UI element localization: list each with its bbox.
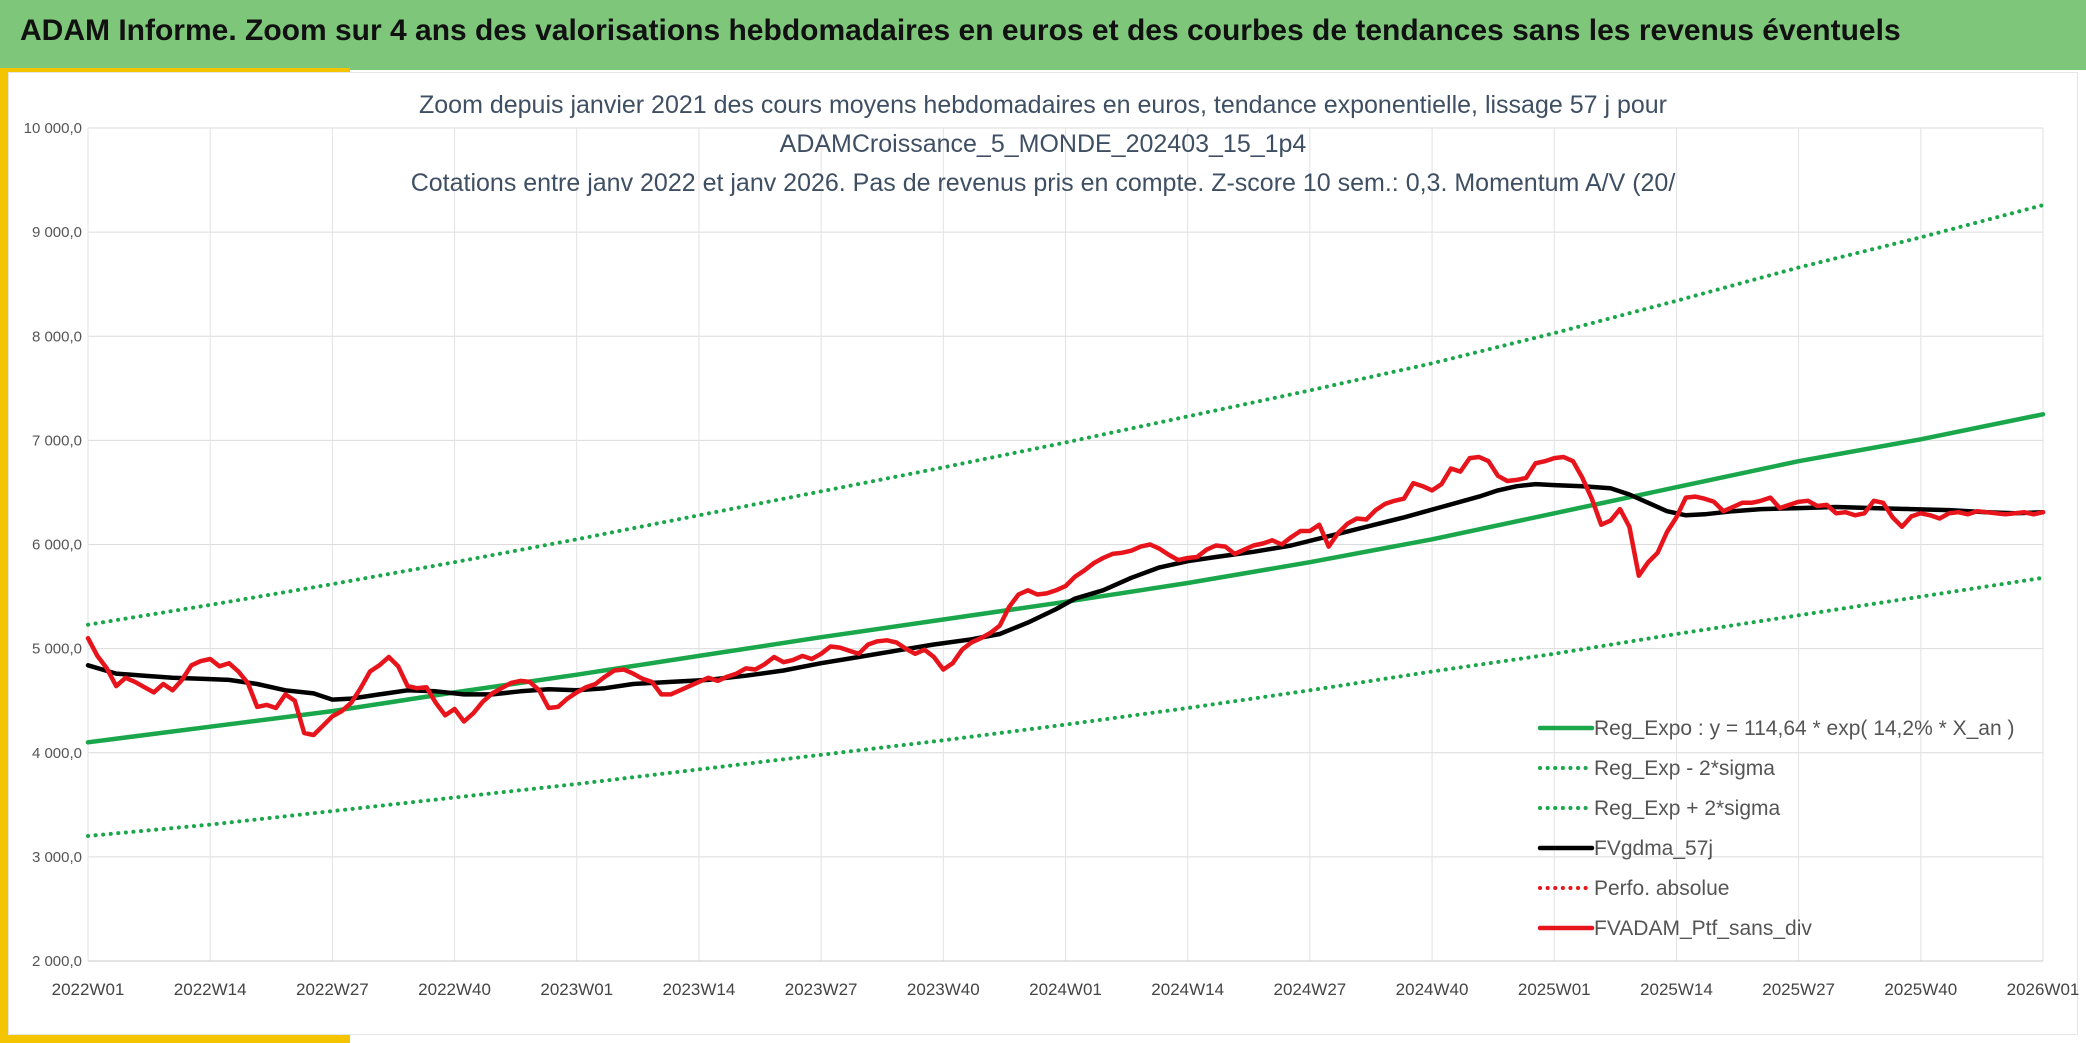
- chart-title-line-3: Cotations entre janv 2022 et janv 2026. …: [410, 169, 1676, 197]
- accent-bar-left: [0, 70, 8, 1043]
- x-tick-label: 2024W01: [1029, 980, 1102, 999]
- chart-legend: Reg_Expo : y = 114,64 * exp( 14,2% * X_a…: [1537, 717, 2014, 940]
- accent-bar-top: [0, 68, 350, 73]
- header-banner: ADAM Informe. Zoom sur 4 ans des valoris…: [0, 0, 2086, 70]
- series-line-reg-exp-2-sigma: [86, 575, 2045, 838]
- y-tick-label: 2 000,0: [32, 953, 82, 970]
- x-tick-label: 2022W27: [296, 980, 369, 999]
- series-line-fvgdma-57j: [85, 481, 2046, 702]
- x-tick-label: 2022W01: [52, 980, 125, 999]
- legend-label: FVgdma_57j: [1594, 837, 1713, 860]
- x-tick-label: 2023W27: [785, 980, 858, 999]
- y-tick-label: 6 000,0: [32, 537, 82, 554]
- x-tick-label: 2024W14: [1151, 980, 1224, 999]
- x-tick-label: 2025W01: [1518, 980, 1591, 999]
- x-tick-label: 2023W01: [540, 980, 613, 999]
- y-tick-label: 10 000,0: [24, 120, 82, 137]
- y-tick-label: 9 000,0: [32, 224, 82, 241]
- legend-label: Reg_Expo : y = 114,64 * exp( 14,2% * X_a…: [1594, 717, 2014, 740]
- y-tick-label: 5 000,0: [32, 641, 82, 658]
- x-tick-label: 2026W01: [2007, 980, 2080, 999]
- x-tick-label: 2022W14: [174, 980, 247, 999]
- y-tick-label: 4 000,0: [32, 745, 82, 762]
- y-tick-label: 8 000,0: [32, 328, 82, 345]
- series-line-fvadam-ptf-sans-div: [85, 454, 2046, 738]
- x-tick-label: 2024W27: [1273, 980, 1346, 999]
- x-tick-label: 2025W27: [1762, 980, 1835, 999]
- legend-label: Reg_Exp + 2*sigma: [1594, 797, 1781, 820]
- legend-label: Reg_Exp - 2*sigma: [1594, 757, 1775, 780]
- x-tick-label: 2024W40: [1396, 980, 1469, 999]
- chart-title-line-1: Zoom depuis janvier 2021 des cours moyen…: [419, 91, 1667, 119]
- legend-label: Perfo. absolue: [1594, 877, 1729, 900]
- accent-bar-bottom: [0, 1035, 350, 1043]
- page-title: ADAM Informe. Zoom sur 4 ans des valoris…: [20, 14, 1901, 47]
- y-tick-label: 7 000,0: [32, 432, 82, 449]
- y-tick-label: 3 000,0: [32, 849, 82, 866]
- series-line-reg-exp-2-sigma: [86, 203, 2045, 627]
- grid-layer: [87, 127, 2044, 962]
- x-tick-label: 2023W40: [907, 980, 980, 999]
- legend-label: FVADAM_Ptf_sans_div: [1594, 917, 1812, 940]
- chart-title-line-2: ADAMCroissance_5_MONDE_202403_15_1p4: [779, 130, 1307, 158]
- chart-frame: [8, 72, 2078, 1035]
- x-tick-label: 2025W40: [1884, 980, 1957, 999]
- axis-layer: 2 000,0 3 000,0 4 000,0 5 000,0 6 000,0 7 000…: [24, 120, 2080, 999]
- series-layer: [85, 203, 2046, 838]
- x-tick-label: 2023W14: [663, 980, 736, 999]
- x-tick-label: 2022W40: [418, 980, 491, 999]
- x-tick-label: 2025W14: [1640, 980, 1713, 999]
